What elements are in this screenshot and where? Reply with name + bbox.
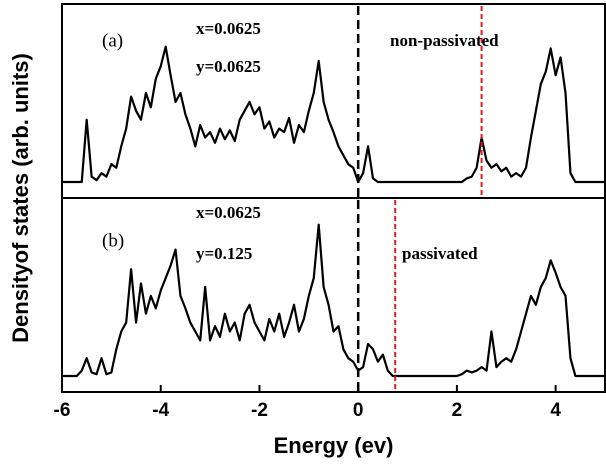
annotation: (b) xyxy=(102,230,124,251)
annotation: x=0.0625 xyxy=(196,19,261,38)
x-tick-label: -6 xyxy=(54,400,71,421)
x-tick-label: 2 xyxy=(452,400,463,421)
dos-line xyxy=(62,223,605,378)
x-tick-label: 4 xyxy=(550,400,561,421)
annotation: passivated xyxy=(402,244,478,263)
annotation: y=0.125 xyxy=(196,244,252,263)
annotation: y=0.0625 xyxy=(196,57,261,76)
annotation: (a) xyxy=(102,30,123,51)
y-axis-label: Densityof states (arb. units) xyxy=(8,53,33,343)
x-tick-label: 0 xyxy=(353,400,364,421)
x-tick-label: -4 xyxy=(152,400,169,421)
annotation: non-passivated xyxy=(390,31,499,50)
x-tick-label: -2 xyxy=(251,400,268,421)
x-axis-label: Energy (ev) xyxy=(274,433,394,458)
panel-frame xyxy=(61,197,606,393)
dos-line xyxy=(62,45,605,184)
annotation: x=0.0625 xyxy=(196,203,261,222)
